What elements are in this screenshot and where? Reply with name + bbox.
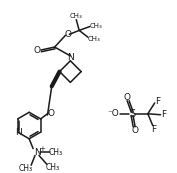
Text: CH₃: CH₃ xyxy=(70,13,83,19)
Text: N: N xyxy=(15,128,22,137)
Text: N: N xyxy=(67,53,74,62)
Text: O: O xyxy=(132,126,139,135)
Text: F: F xyxy=(161,110,166,119)
Text: O: O xyxy=(48,108,55,117)
Text: CH₃: CH₃ xyxy=(48,148,63,157)
Text: CH₃: CH₃ xyxy=(87,36,100,42)
Text: CH₃: CH₃ xyxy=(46,163,60,172)
Text: N: N xyxy=(34,148,40,157)
Text: CH₃: CH₃ xyxy=(18,164,32,173)
Text: F: F xyxy=(155,97,160,106)
Text: +: + xyxy=(39,145,45,152)
Text: O: O xyxy=(124,93,131,102)
Text: O: O xyxy=(65,30,72,39)
Text: CH₃: CH₃ xyxy=(90,24,102,29)
Text: F: F xyxy=(151,125,156,134)
Text: O: O xyxy=(33,45,41,54)
Text: ⁻O: ⁻O xyxy=(108,109,119,118)
Text: S: S xyxy=(129,109,135,119)
